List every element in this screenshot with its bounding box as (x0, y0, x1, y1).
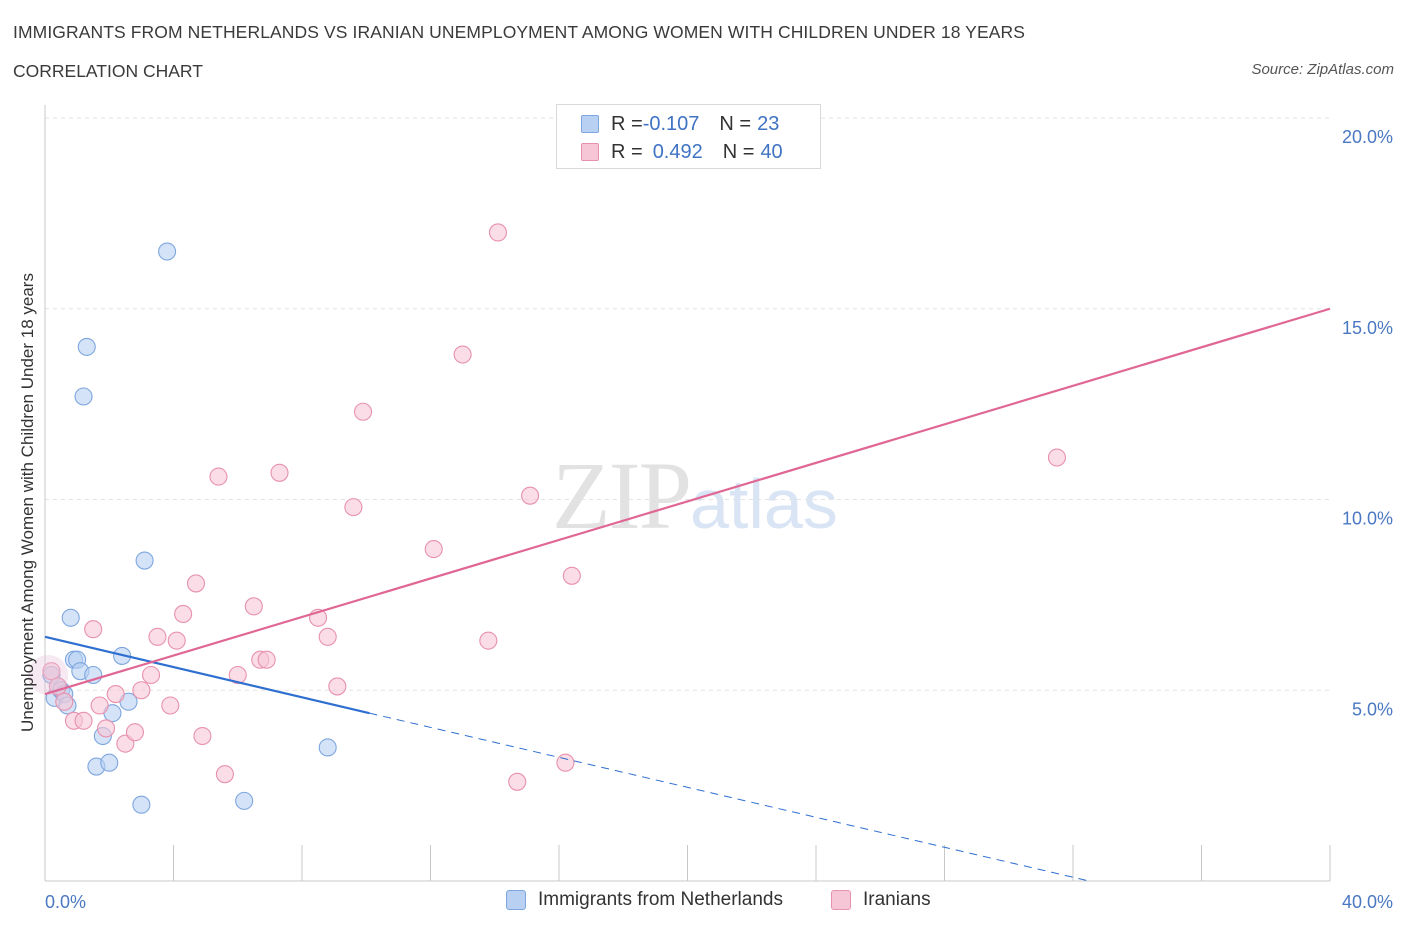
point-netherlands (61, 608, 80, 627)
legend-item-netherlands[interactable]: Immigrants from Netherlands (506, 889, 783, 911)
point-iranians (521, 486, 540, 505)
legend-row-netherlands: R = -0.107 N = 23 (581, 111, 779, 137)
point-iranians (74, 711, 93, 730)
y-tick-label: 5.0% (1352, 699, 1393, 719)
legend-r-label: R = (611, 112, 643, 135)
point-iranians (215, 765, 234, 784)
point-iranians (257, 650, 276, 669)
y-axis-label: Unemployment Among Women with Children U… (18, 273, 37, 732)
source-label: Source: ZipAtlas.com (1251, 61, 1394, 78)
stats-legend: R = -0.107 N = 23 R = 0.492 N = 40 (556, 104, 821, 169)
legend-n-value: 23 (757, 112, 780, 135)
axis-labels: 5.0% 10.0% 15.0% 20.0% 0.0% 40.0% Unemployment… (18, 127, 1393, 912)
point-iranians (132, 681, 151, 700)
point-iranians (186, 574, 206, 593)
legend-n-value: 40 (760, 140, 783, 163)
point-iranians (424, 540, 443, 559)
point-iranians (209, 467, 228, 486)
point-netherlands (77, 337, 96, 356)
point-netherlands (158, 242, 177, 261)
x-tick-label: 40.0% (1342, 892, 1393, 912)
legend-swatch-iranians (831, 890, 851, 910)
point-iranians (318, 627, 337, 646)
point-iranians (344, 498, 363, 517)
legend-row-iranians: R = 0.492 N = 40 (581, 139, 783, 165)
legend-swatch-iranians (581, 143, 599, 161)
y-tick-label: 20.0% (1342, 127, 1393, 147)
point-iranians (148, 627, 167, 646)
y-tick-label: 10.0% (1342, 509, 1393, 529)
legend-r-value: -0.107 (642, 112, 700, 135)
gridlines (45, 117, 1330, 691)
legend-n-label: N = (719, 112, 752, 135)
legend-item-iranians[interactable]: Iranians (831, 889, 931, 911)
legend-n-label: N = (722, 140, 755, 163)
point-iranians (270, 463, 289, 482)
legend-r-value: 0.492 (652, 140, 703, 163)
trend-line-netherlands-extension (369, 712, 1090, 882)
point-cluster-bubble (28, 654, 69, 695)
y-tick-label: 15.0% (1342, 318, 1393, 338)
legend-swatch-netherlands (506, 890, 526, 910)
point-netherlands (74, 387, 93, 406)
point-iranians (228, 665, 247, 685)
point-netherlands (235, 791, 254, 810)
chart-subtitle: CORRELATION CHART (13, 61, 203, 81)
point-iranians (167, 631, 186, 650)
legend-swatch-netherlands (581, 115, 599, 133)
point-iranians (42, 662, 61, 681)
legend-r-label: R = (611, 140, 643, 163)
series-legend: Immigrants from Netherlands Iranians (0, 889, 1406, 915)
point-iranians (106, 685, 125, 704)
point-iranians (193, 726, 212, 746)
point-iranians (328, 677, 347, 696)
point-iranians (479, 631, 498, 650)
chart-title: IMMIGRANTS FROM NETHERLANDS VS IRANIAN U… (13, 22, 1025, 42)
watermark: ZIPatlas (552, 440, 838, 551)
point-iranians (55, 692, 74, 711)
point-iranians (353, 402, 373, 421)
point-iranians (174, 604, 193, 624)
legend-label-iranians: Iranians (863, 889, 931, 910)
point-iranians (562, 566, 581, 585)
x-tick-label: 0.0% (45, 892, 86, 912)
point-netherlands (318, 738, 337, 757)
point-iranians (453, 345, 472, 364)
point-iranians (488, 223, 508, 242)
point-iranians (508, 772, 527, 791)
axes (44, 105, 1331, 882)
point-iranians (125, 723, 144, 742)
point-netherlands (132, 795, 151, 814)
point-iranians (90, 696, 109, 715)
data-points (28, 223, 1066, 814)
point-iranians (84, 620, 103, 639)
point-netherlands (100, 753, 119, 772)
trend-line-netherlands (44, 635, 370, 715)
watermark-zip: ZIP (552, 442, 692, 549)
legend-label-netherlands: Immigrants from Netherlands (538, 889, 783, 910)
point-iranians (1047, 448, 1066, 467)
point-iranians (141, 665, 161, 685)
trend-lines (44, 307, 1331, 882)
point-iranians (244, 597, 263, 616)
point-netherlands (135, 551, 154, 570)
point-iranians (556, 753, 575, 772)
trend-line-iranians (44, 307, 1331, 696)
point-iranians (161, 696, 180, 715)
point-iranians (96, 719, 116, 738)
